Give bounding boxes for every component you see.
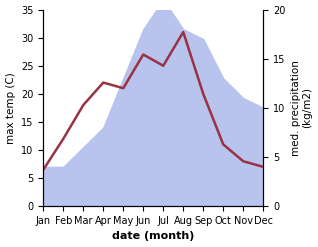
Y-axis label: med. precipitation
(kg/m2): med. precipitation (kg/m2)	[291, 60, 313, 156]
X-axis label: date (month): date (month)	[112, 231, 194, 242]
Y-axis label: max temp (C): max temp (C)	[5, 72, 16, 144]
